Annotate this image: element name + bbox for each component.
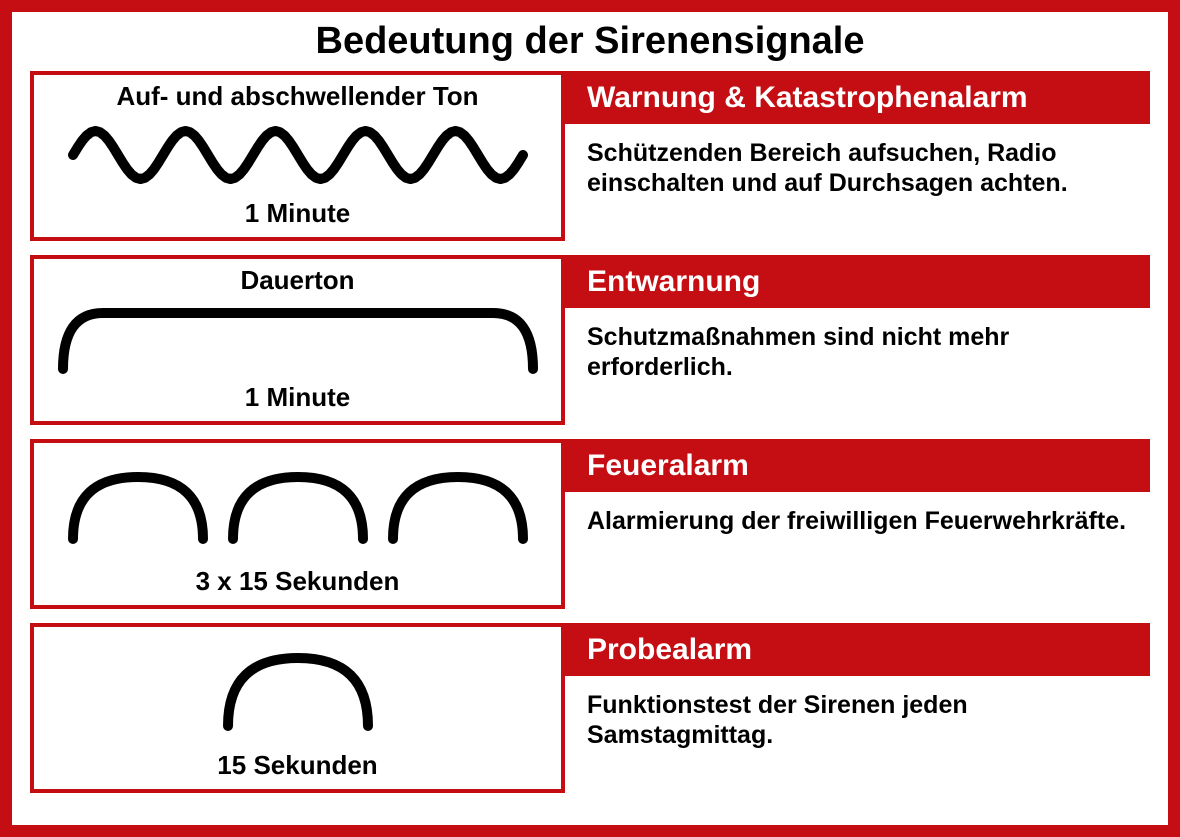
signal-label-bottom: 1 Minute	[245, 382, 350, 413]
signal-label-top: Auf- und abschwellender Ton	[116, 81, 478, 112]
signal-header: Feueralarm	[565, 439, 1150, 492]
signal-row-allclear: Dauerton 1 Minute Entwarnung Schutzmaßna…	[30, 255, 1150, 425]
signal-header: Warnung & Katastrophenalarm	[565, 71, 1150, 124]
signal-rows: Auf- und abschwellender Ton 1 Minute War…	[30, 71, 1150, 813]
signal-row-fire: 3 x 15 Sekunden Feueralarm Alarmierung d…	[30, 439, 1150, 609]
signal-box: Dauerton 1 Minute	[30, 255, 565, 425]
waveform-humps-icon	[44, 449, 551, 566]
signal-description: Schutzmaßnahmen sind nicht mehr erforder…	[565, 308, 1150, 382]
signal-label-bottom: 15 Sekunden	[217, 750, 377, 781]
signal-label-bottom: 1 Minute	[245, 198, 350, 229]
signal-label-bottom: 3 x 15 Sekunden	[196, 566, 400, 597]
description-column: Feueralarm Alarmierung der freiwilligen …	[565, 439, 1150, 609]
signal-box: 3 x 15 Sekunden	[30, 439, 565, 609]
waveform-sine-icon	[44, 112, 551, 198]
signal-header: Probealarm	[565, 623, 1150, 676]
description-column: Warnung & Katastrophenalarm Schützenden …	[565, 71, 1150, 241]
waveform-hump-icon	[44, 633, 551, 750]
signal-box: Auf- und abschwellender Ton 1 Minute	[30, 71, 565, 241]
signal-box: 15 Sekunden	[30, 623, 565, 793]
waveform-plateau-icon	[44, 296, 551, 382]
signal-header: Entwarnung	[565, 255, 1150, 308]
signal-label-top: Dauerton	[240, 265, 354, 296]
siren-signals-poster: Bedeutung der Sirenensignale Auf- und ab…	[0, 0, 1180, 837]
signal-description: Schützenden Bereich aufsuchen, Radio ein…	[565, 124, 1150, 198]
signal-description: Funktionstest der Sirenen jeden Samstagm…	[565, 676, 1150, 750]
signal-description: Alarmierung der freiwilligen Feuerwehrkr…	[565, 492, 1150, 536]
signal-row-warning: Auf- und abschwellender Ton 1 Minute War…	[30, 71, 1150, 241]
signal-row-test: 15 Sekunden Probealarm Funktionstest der…	[30, 623, 1150, 793]
main-title: Bedeutung der Sirenensignale	[30, 20, 1150, 63]
description-column: Entwarnung Schutzmaßnahmen sind nicht me…	[565, 255, 1150, 425]
description-column: Probealarm Funktionstest der Sirenen jed…	[565, 623, 1150, 793]
